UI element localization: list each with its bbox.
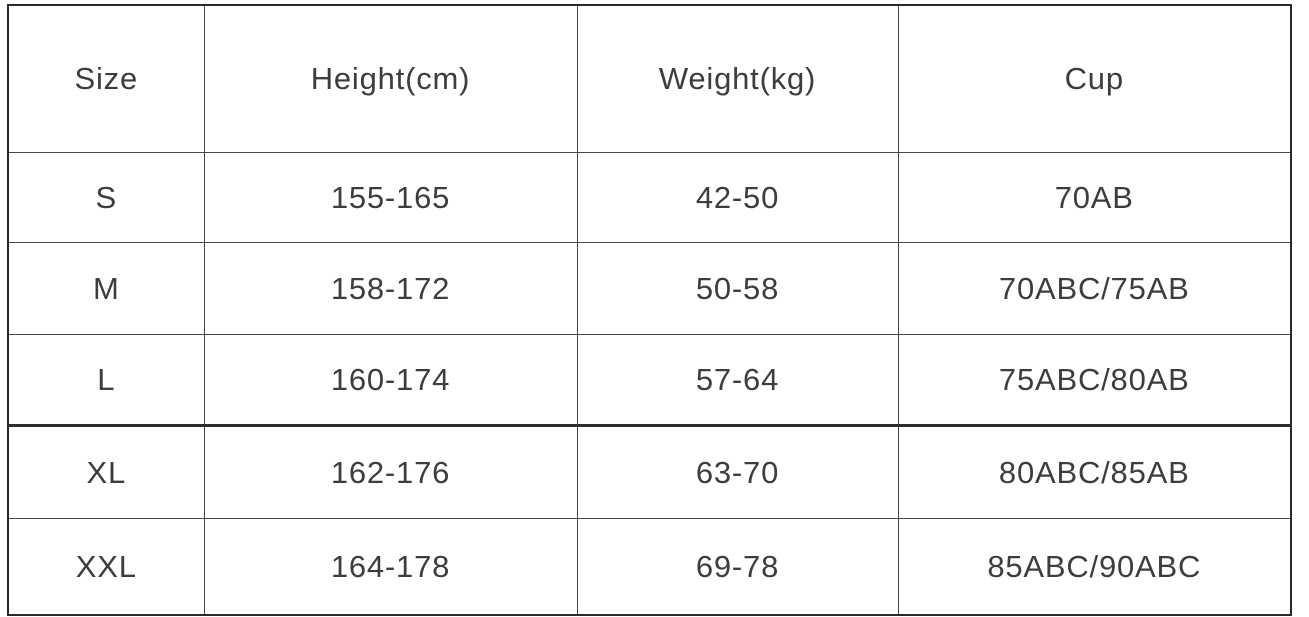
header-cell-weight: Weight(kg) <box>576 4 899 153</box>
header-cell-height: Height(cm) <box>203 4 578 153</box>
cell-cup: 75ABC/80AB <box>897 334 1292 427</box>
table-row-m: M 158-172 50-58 70ABC/75AB <box>7 242 1292 335</box>
cell-height: 155-165 <box>203 152 578 243</box>
header-cell-size: Size <box>7 4 205 153</box>
size-chart-table: Size Height(cm) Weight(kg) Cup S 155-165… <box>7 4 1292 616</box>
cell-size: XL <box>7 425 205 519</box>
header-row: Size Height(cm) Weight(kg) Cup <box>7 4 1292 153</box>
cell-height: 164-178 <box>203 518 578 616</box>
header-cell-cup: Cup <box>897 4 1292 153</box>
cell-height: 160-174 <box>203 334 578 427</box>
cell-height: 162-176 <box>203 425 578 519</box>
cell-size: L <box>7 334 205 427</box>
cell-size: M <box>7 242 205 335</box>
cell-weight: 69-78 <box>576 518 899 616</box>
cell-weight: 42-50 <box>576 152 899 243</box>
cell-cup: 85ABC/90ABC <box>897 518 1292 616</box>
table-row-xxl: XXL 164-178 69-78 85ABC/90ABC <box>7 518 1292 616</box>
cell-cup: 80ABC/85AB <box>897 425 1292 519</box>
cell-size: XXL <box>7 518 205 616</box>
cell-size: S <box>7 152 205 243</box>
cell-cup: 70ABC/75AB <box>897 242 1292 335</box>
table-row-s: S 155-165 42-50 70AB <box>7 152 1292 243</box>
cell-weight: 50-58 <box>576 242 899 335</box>
cell-weight: 57-64 <box>576 334 899 427</box>
table-row-xl: XL 162-176 63-70 80ABC/85AB <box>7 425 1292 519</box>
cell-weight: 63-70 <box>576 425 899 519</box>
cell-cup: 70AB <box>897 152 1292 243</box>
table-row-l: L 160-174 57-64 75ABC/80AB <box>7 334 1292 427</box>
cell-height: 158-172 <box>203 242 578 335</box>
